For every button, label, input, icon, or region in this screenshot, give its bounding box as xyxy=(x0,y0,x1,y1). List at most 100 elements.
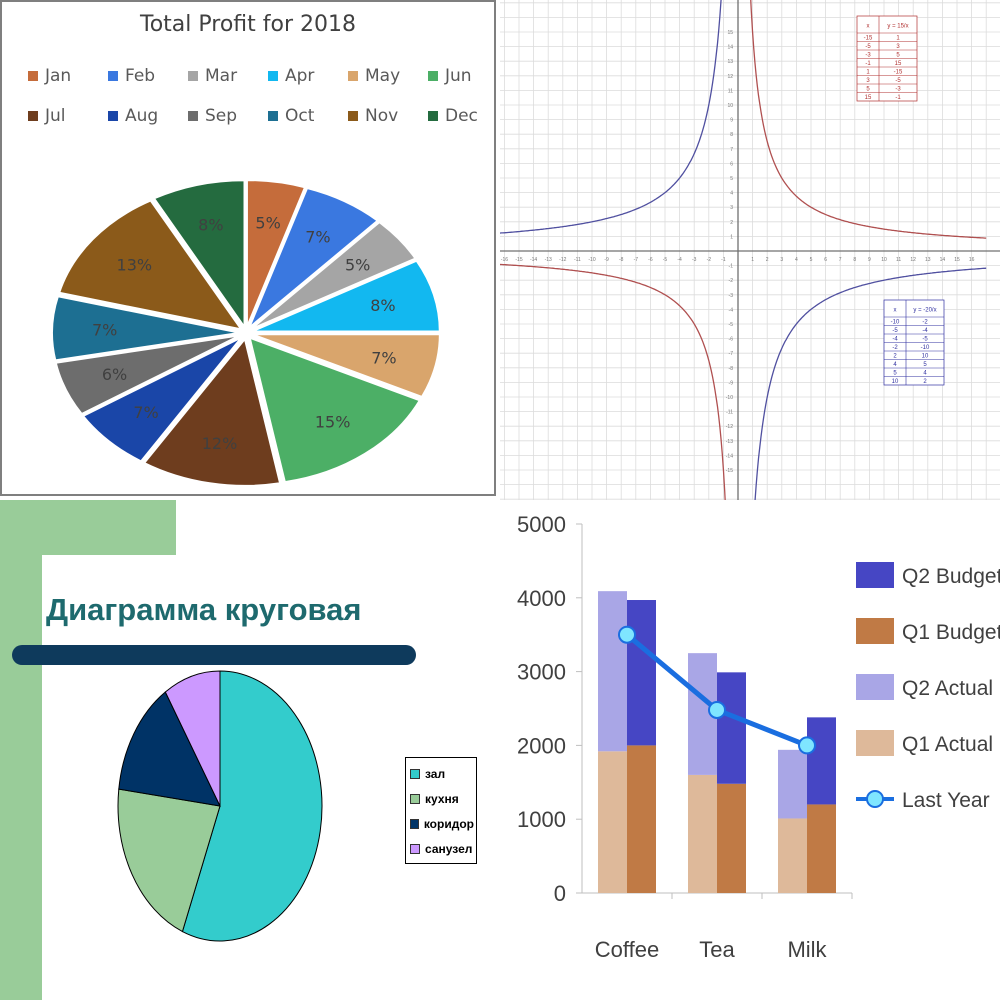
value-table-neg20-over-x-cell-x: 2 xyxy=(893,354,897,360)
x-tick-label: 13 xyxy=(925,257,931,263)
value-table-15-over-x-cell-x: -3 xyxy=(865,53,871,59)
legend-label-jul: Jul xyxy=(44,106,66,126)
x-tick-label: -10 xyxy=(588,257,595,263)
y-tick-label: 0 xyxy=(554,881,566,906)
pie-slice-dec xyxy=(152,179,246,331)
slice-label-feb: 7% xyxy=(305,228,330,247)
bar-q1-budget-coffee xyxy=(627,745,656,893)
x-tick-label: -9 xyxy=(604,257,609,263)
y-tick-label: -6 xyxy=(729,337,734,343)
value-table-neg20-over-x-cell-x: -10 xyxy=(891,320,900,326)
room-pie-svg xyxy=(117,670,323,942)
slice-label-may: 7% xyxy=(371,348,396,367)
pie-slice-oct xyxy=(51,295,241,362)
y-tick-label: 3000 xyxy=(517,660,566,685)
legend-item: коридор xyxy=(410,811,474,836)
value-table-neg20-over-x-header-y: y = -20/x xyxy=(913,308,936,314)
y-tick-label: -1 xyxy=(729,264,734,270)
legend-label-q1-budget: Q1 Budget xyxy=(902,621,1000,644)
room-pie-panel: Диаграмма круговая зал кухня коридор санузе… xyxy=(0,500,500,1000)
x-tick-label: -1 xyxy=(721,257,726,263)
slice-label-dec: 8% xyxy=(198,216,223,235)
value-table-15-over-x-cell-y: -3 xyxy=(895,87,901,93)
bar-q2-budget-coffee xyxy=(627,600,656,746)
pie-slice-aug xyxy=(81,336,243,463)
x-tick-label: -13 xyxy=(545,257,552,263)
last-year-marker xyxy=(618,625,636,644)
x-tick-label: -14 xyxy=(530,257,537,263)
legend-item: санузел xyxy=(410,836,474,861)
y-tick-label: 4 xyxy=(730,191,733,197)
y-tick-label: 4000 xyxy=(517,586,566,611)
legend-label-mar: Mar xyxy=(205,66,237,86)
y-tick-label: 9 xyxy=(730,118,733,124)
hyperbola-15-over-x-left xyxy=(500,263,726,500)
legend-swatch-sep xyxy=(188,111,198,121)
hyperbola-panel: -16 -15 -14 -13 -12 -11 -10 -9 -8 -7 -6 -5 -4 -3 -2 -1 1… xyxy=(500,0,1000,500)
value-table-neg20-over-x-cell-x: 5 xyxy=(893,371,897,377)
legend-swatch-mar xyxy=(188,71,198,81)
room-pie-legend: зал кухня коридор санузел xyxy=(405,757,477,864)
x-tick-label: 5 xyxy=(810,257,813,263)
pie-slice-jan xyxy=(245,179,307,328)
pie-slice-0 xyxy=(181,670,323,942)
room-pie-title: Диаграмма круговая xyxy=(46,592,362,627)
legend-item: кухня xyxy=(410,786,474,811)
value-table-neg20-over-x-cell-x: 10 xyxy=(892,379,899,385)
legend-label-dec: Dec xyxy=(445,106,478,126)
legend-swatch-nov xyxy=(348,111,358,121)
value-table-15-over-x-cell-x: -15 xyxy=(864,36,873,42)
legend-swatch-may xyxy=(348,71,358,81)
value-table-15-over-x-cell-y: 15 xyxy=(895,61,902,67)
x-tick-label: -15 xyxy=(515,257,522,263)
legend-label: коридор xyxy=(423,816,474,831)
value-table-15-over-x-header-x: x xyxy=(867,24,870,30)
legend-label-q2-actual: Q2 Actual xyxy=(902,677,993,700)
legend-swatch-jan xyxy=(28,71,38,81)
legend-label: санузел xyxy=(425,841,473,856)
slice-label-mar: 5% xyxy=(345,255,370,274)
y-tick-label: -5 xyxy=(729,322,734,328)
y-tick-label: 14 xyxy=(727,45,733,51)
hyperbola-neg20-over-x-right xyxy=(754,267,987,500)
value-table-neg20-over-x-cell-y: -4 xyxy=(922,328,928,334)
pie-slice-sep xyxy=(54,334,241,416)
x-tick-label: 1 xyxy=(751,257,754,263)
value-table-neg20-over-x-cell-y: -2 xyxy=(922,320,928,326)
hyperbola-neg20-over-x-left xyxy=(500,0,722,234)
bar-q1-budget-milk xyxy=(807,804,836,893)
legend-swatch xyxy=(410,793,420,804)
x-tick-label: -8 xyxy=(619,257,624,263)
y-tick-label: -3 xyxy=(729,293,734,299)
x-tick-label: 15 xyxy=(954,257,960,263)
pie-slice-1 xyxy=(117,788,221,933)
y-tick-label: 11 xyxy=(728,88,733,94)
value-table-15-over-x-cell-y: 3 xyxy=(896,44,900,50)
y-tick-label: -4 xyxy=(729,307,734,313)
value-table-15-over-x: x y = 15/x -15 1 -5 3 -3 5 -1 15 1 -15 3 -5 5 -3 15 -1 xyxy=(856,15,918,102)
x-tick-label: 4 xyxy=(795,257,798,263)
hyperbola-15-over-x-right xyxy=(750,0,987,239)
value-table-neg20-over-x-cell-y: -5 xyxy=(922,337,928,343)
value-table-neg20-over-x-cell-y: 10 xyxy=(922,354,929,360)
value-table-15-over-x-cell-x: 5 xyxy=(866,87,870,93)
value-table-neg20-over-x-cell-x: 4 xyxy=(893,362,897,368)
value-table-neg20-over-x-cell-y: -10 xyxy=(921,345,930,351)
x-tick-label: -4 xyxy=(677,257,682,263)
value-table-neg20-over-x: x y = -20/x -10 -2 -5 -4 -4 -5 -2 -10 2 10 4 5 5 4 10 2 xyxy=(883,299,945,386)
y-tick-label: -11 xyxy=(726,410,733,416)
x-tick-label: 8 xyxy=(853,257,856,263)
value-table-neg20-over-x-cell-y: 4 xyxy=(923,371,927,377)
y-tick-label: -9 xyxy=(729,380,734,386)
x-tick-label: 11 xyxy=(896,257,901,263)
y-tick-label: 1000 xyxy=(517,807,566,832)
legend-swatch-jun xyxy=(428,71,438,81)
legend-label-may: May xyxy=(365,66,400,86)
slice-label-jul: 12% xyxy=(202,434,238,453)
x-tick-label: -5 xyxy=(663,257,668,263)
legend-swatch-q1-budget xyxy=(856,618,894,644)
y-tick-label: 5000 xyxy=(517,512,566,537)
value-table-15-over-x-header-y: y = 15/x xyxy=(887,24,908,30)
legend-label-oct: Oct xyxy=(285,106,315,126)
y-tick-label: 15 xyxy=(727,30,733,36)
